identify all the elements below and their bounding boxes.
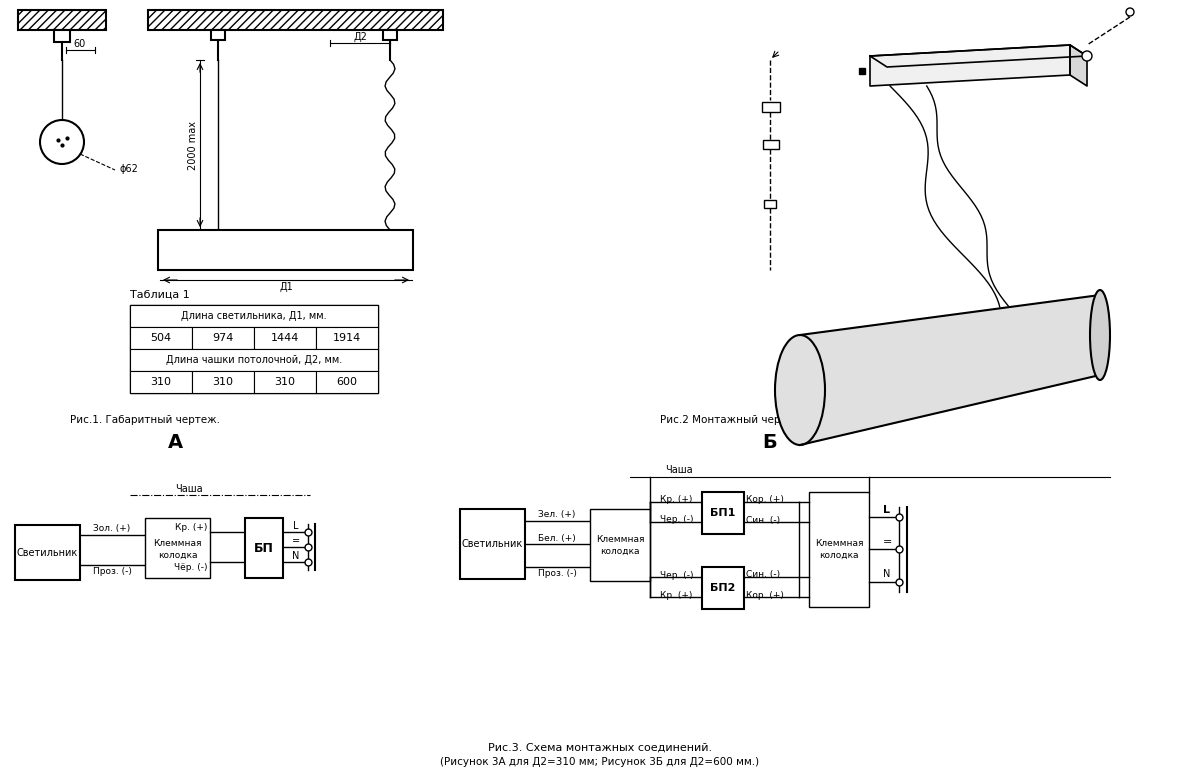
- Text: Проз. (-): Проз. (-): [538, 569, 576, 577]
- Text: Д1: Д1: [280, 282, 293, 292]
- Text: 504: 504: [150, 333, 172, 343]
- Bar: [809, 492, 869, 607]
- Bar: [130, 305, 378, 327]
- Text: =: =: [882, 537, 892, 547]
- Text: Чер. (-): Чер. (-): [660, 515, 694, 525]
- Bar: [130, 349, 378, 371]
- Bar: [254, 371, 316, 393]
- Text: 310: 310: [275, 377, 295, 387]
- Ellipse shape: [1090, 290, 1110, 380]
- Text: Клеммная: Клеммная: [815, 539, 863, 548]
- Bar: [702, 567, 744, 609]
- Text: =: =: [292, 536, 300, 546]
- Text: Зол. (+): Зол. (+): [94, 525, 131, 534]
- Text: Чаша: Чаша: [175, 484, 203, 494]
- Text: Бел. (+): Бел. (+): [538, 534, 576, 542]
- Text: Таблица 1: Таблица 1: [130, 290, 190, 300]
- Text: колодка: колодка: [157, 550, 197, 559]
- Text: ϕ62: ϕ62: [120, 164, 139, 174]
- Text: Светильник: Светильник: [462, 539, 523, 549]
- Circle shape: [1082, 51, 1092, 61]
- Text: Клеммная: Клеммная: [595, 535, 644, 543]
- Text: 60: 60: [74, 39, 86, 49]
- Text: Чёр. (-): Чёр. (-): [174, 563, 208, 573]
- Bar: [130, 305, 378, 393]
- Text: 310: 310: [150, 377, 172, 387]
- Bar: [18, 10, 106, 30]
- Polygon shape: [870, 45, 1070, 86]
- Text: Клеммная: Клеммная: [154, 539, 202, 548]
- Text: Чер. (-): Чер. (-): [660, 570, 694, 580]
- Bar: [990, 325, 1004, 334]
- Ellipse shape: [775, 335, 826, 445]
- Text: Зел. (+): Зел. (+): [539, 511, 576, 519]
- Text: Кр. (+): Кр. (+): [175, 524, 208, 532]
- Text: Длина светильника, Д1, мм.: Длина светильника, Д1, мм.: [181, 311, 326, 321]
- Bar: [145, 518, 210, 578]
- Bar: [763, 140, 779, 149]
- Bar: [702, 492, 744, 534]
- Text: Син. (-): Син. (-): [746, 570, 780, 580]
- Bar: [130, 371, 192, 393]
- Text: Проз. (-): Проз. (-): [92, 566, 132, 576]
- Bar: [54, 30, 70, 42]
- Bar: [148, 10, 443, 30]
- Bar: [158, 230, 413, 270]
- Text: колодка: колодка: [820, 551, 859, 560]
- Bar: [316, 371, 378, 393]
- Text: БП1: БП1: [710, 508, 736, 518]
- Bar: [254, 327, 316, 349]
- Circle shape: [1126, 8, 1134, 16]
- Text: N: N: [883, 569, 890, 579]
- Text: 600: 600: [336, 377, 358, 387]
- Text: Кор. (+): Кор. (+): [746, 496, 784, 504]
- Text: Д2: Д2: [353, 32, 367, 42]
- Polygon shape: [800, 295, 1100, 445]
- Text: Светильник: Светильник: [17, 548, 78, 557]
- Text: L: L: [883, 505, 890, 515]
- Text: 1914: 1914: [332, 333, 361, 343]
- Text: Рис.2 Монтажный чертеж.: Рис.2 Монтажный чертеж.: [660, 415, 805, 425]
- Text: 2000 max: 2000 max: [188, 120, 198, 169]
- Text: L: L: [293, 521, 299, 531]
- Text: (Рисунок 3А для Д2=310 мм; Рисунок 3Б для Д2=600 мм.): (Рисунок 3А для Д2=310 мм; Рисунок 3Б дл…: [440, 757, 760, 767]
- Text: Кр. (+): Кр. (+): [660, 591, 692, 600]
- Bar: [383, 30, 397, 40]
- Bar: [764, 200, 776, 208]
- Text: Длина чашки потолочной, Д2, мм.: Длина чашки потолочной, Д2, мм.: [166, 355, 342, 365]
- Text: БП: БП: [254, 542, 274, 555]
- Text: Рис.3. Схема монтажных соединений.: Рис.3. Схема монтажных соединений.: [488, 743, 712, 753]
- Text: Кор. (+): Кор. (+): [746, 591, 784, 600]
- Bar: [192, 327, 254, 349]
- Text: 1444: 1444: [271, 333, 299, 343]
- Bar: [211, 30, 226, 40]
- Bar: [590, 509, 650, 581]
- Text: колодка: колодка: [600, 546, 640, 556]
- Text: Син. (-): Син. (-): [746, 515, 780, 525]
- Text: Кр. (+): Кр. (+): [660, 496, 692, 504]
- Circle shape: [40, 120, 84, 164]
- Bar: [245, 518, 283, 578]
- Text: БП2: БП2: [710, 583, 736, 593]
- Text: Б: Б: [763, 434, 778, 452]
- Text: Чаша: Чаша: [665, 465, 692, 475]
- Text: 310: 310: [212, 377, 234, 387]
- Bar: [316, 327, 378, 349]
- Text: А: А: [168, 434, 182, 452]
- Bar: [130, 327, 192, 349]
- Text: 974: 974: [212, 333, 234, 343]
- Text: N: N: [293, 551, 300, 561]
- Text: Рис.1. Габаритный чертеж.: Рис.1. Габаритный чертеж.: [70, 415, 220, 425]
- Polygon shape: [1070, 45, 1087, 86]
- Bar: [14, 525, 80, 580]
- Polygon shape: [870, 45, 1087, 67]
- Bar: [762, 102, 780, 112]
- Bar: [460, 509, 526, 579]
- Bar: [192, 371, 254, 393]
